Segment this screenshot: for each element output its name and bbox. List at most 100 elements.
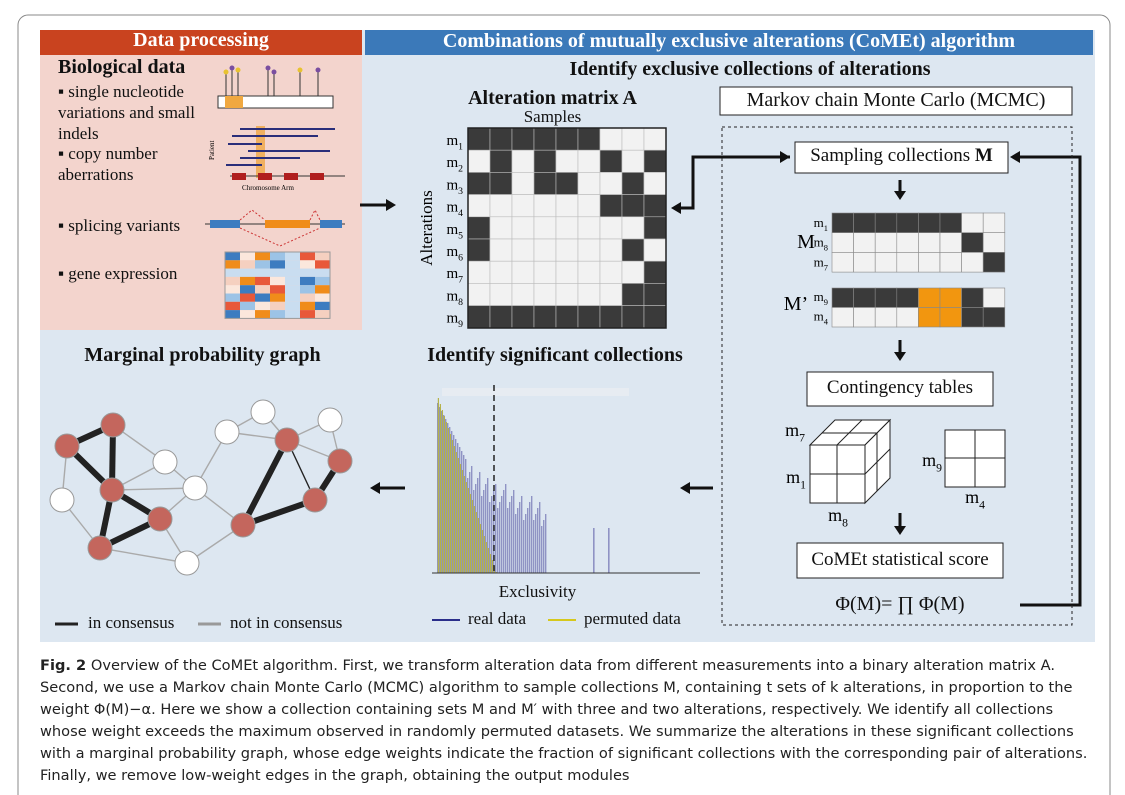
matrix-cell — [511, 149, 535, 173]
matrix-cell — [555, 127, 579, 151]
hist-bar-real — [545, 514, 547, 573]
label-sub: 2 — [458, 164, 463, 175]
hist-bar-real — [503, 490, 505, 573]
label-base: m — [446, 288, 458, 304]
heatmap-cell — [270, 260, 285, 269]
hist-bar-permuted — [465, 482, 467, 573]
heatmap-cell — [285, 310, 300, 319]
heatmap-cell — [255, 268, 270, 277]
set-cell — [853, 307, 876, 328]
heatmap-cell — [285, 276, 300, 286]
snv-sketch — [217, 65, 334, 109]
set-cell — [939, 252, 962, 273]
label-base: m — [446, 311, 458, 327]
label-base: m — [446, 133, 458, 149]
hist-bar-real — [483, 490, 485, 573]
row-label: m4 — [814, 309, 829, 327]
hist-bar-real — [501, 496, 503, 573]
matrix-cell — [643, 127, 667, 151]
heatmap-cell — [315, 293, 330, 302]
label-sub: 7 — [458, 275, 463, 286]
heatmap-cell — [225, 310, 240, 319]
chromosome-label: Chromosome Arm — [242, 184, 294, 192]
hist-bar-real — [509, 502, 511, 573]
label-base: m — [446, 244, 458, 260]
matrix-cell — [533, 238, 557, 262]
hist-bar-real — [473, 490, 475, 573]
histogram-sketch — [437, 398, 610, 573]
matrix-cell — [489, 238, 513, 262]
heatmap-cell — [255, 252, 270, 261]
node — [174, 550, 200, 576]
label-base: m — [814, 215, 824, 230]
heatmap-cell — [255, 310, 270, 319]
heatmap-cell — [300, 260, 315, 269]
label-sub: 1 — [458, 142, 463, 153]
heatmap-cell — [315, 276, 330, 286]
hist-bar-real — [513, 490, 515, 573]
hist-bar-permuted — [469, 494, 471, 573]
edge — [111, 487, 196, 491]
label-base: m — [446, 222, 458, 238]
sampling-label: Sampling collections M — [795, 145, 1008, 167]
hist-bar-real — [489, 502, 491, 573]
row-label: m4 — [965, 487, 985, 511]
legend-consensus: in consensus — [88, 613, 175, 632]
data-item: gene expression — [58, 263, 208, 284]
hist-bar-permuted — [485, 542, 487, 573]
row-label: m1 — [814, 215, 828, 233]
hist-bar-real — [437, 403, 439, 573]
heatmap-cell — [225, 276, 240, 286]
hist-bar-real — [471, 466, 473, 573]
row-label: m4 — [446, 200, 463, 220]
algo-title: Combinations of mutually exclusive alter… — [442, 30, 1016, 52]
matrix-cell — [621, 305, 645, 329]
set-cell — [831, 287, 854, 308]
matrix-cell — [533, 283, 557, 306]
data-title: Data processing — [133, 29, 269, 51]
hist-bar-permuted — [449, 434, 451, 573]
legend-real: real data — [468, 609, 527, 628]
set-cell — [831, 252, 854, 273]
matrix-cell — [533, 149, 557, 173]
set-cell — [831, 232, 854, 253]
heatmap-cell — [225, 301, 240, 311]
label-base: m — [814, 254, 824, 269]
set-cell — [961, 212, 984, 234]
hist-bar-permuted — [487, 548, 489, 573]
matrix-cell — [599, 260, 623, 284]
hist-bar-real — [475, 484, 477, 573]
matrix-cell — [533, 216, 557, 240]
label-base: m — [814, 289, 824, 304]
mcmc-title-box — [719, 86, 1073, 116]
hist-bar-permuted — [459, 464, 461, 573]
node — [99, 477, 125, 503]
heatmap-cell — [270, 268, 285, 277]
hist-bar-permuted — [455, 452, 457, 573]
row-label: m1 — [446, 133, 463, 153]
set-cell — [939, 287, 962, 308]
set-cell — [982, 232, 1006, 253]
row-label: m9 — [922, 450, 942, 474]
heatmap-cell — [240, 293, 255, 302]
hist-bar-real — [445, 419, 447, 573]
set-cell — [961, 307, 984, 328]
heatmap-cell — [315, 285, 330, 294]
matrix-cell — [555, 238, 579, 262]
matrix-cell — [467, 172, 491, 195]
matrix-cell — [555, 216, 579, 240]
matrix-cell — [533, 194, 557, 218]
hist-bar-real — [447, 423, 449, 573]
heatmap-cell — [315, 260, 330, 269]
heatmap-cell — [270, 310, 285, 319]
node — [274, 427, 300, 453]
set-cell — [918, 252, 941, 273]
hist-bar-real — [449, 427, 451, 573]
row-label: m7 — [446, 266, 463, 286]
significant-title: Identify significant collections — [427, 344, 683, 366]
label-sub: 9 — [824, 297, 828, 307]
hist-bar-permuted — [439, 404, 441, 573]
matrix-cell — [599, 216, 623, 240]
set-cell — [982, 307, 1006, 328]
matrix-cell — [621, 260, 645, 284]
